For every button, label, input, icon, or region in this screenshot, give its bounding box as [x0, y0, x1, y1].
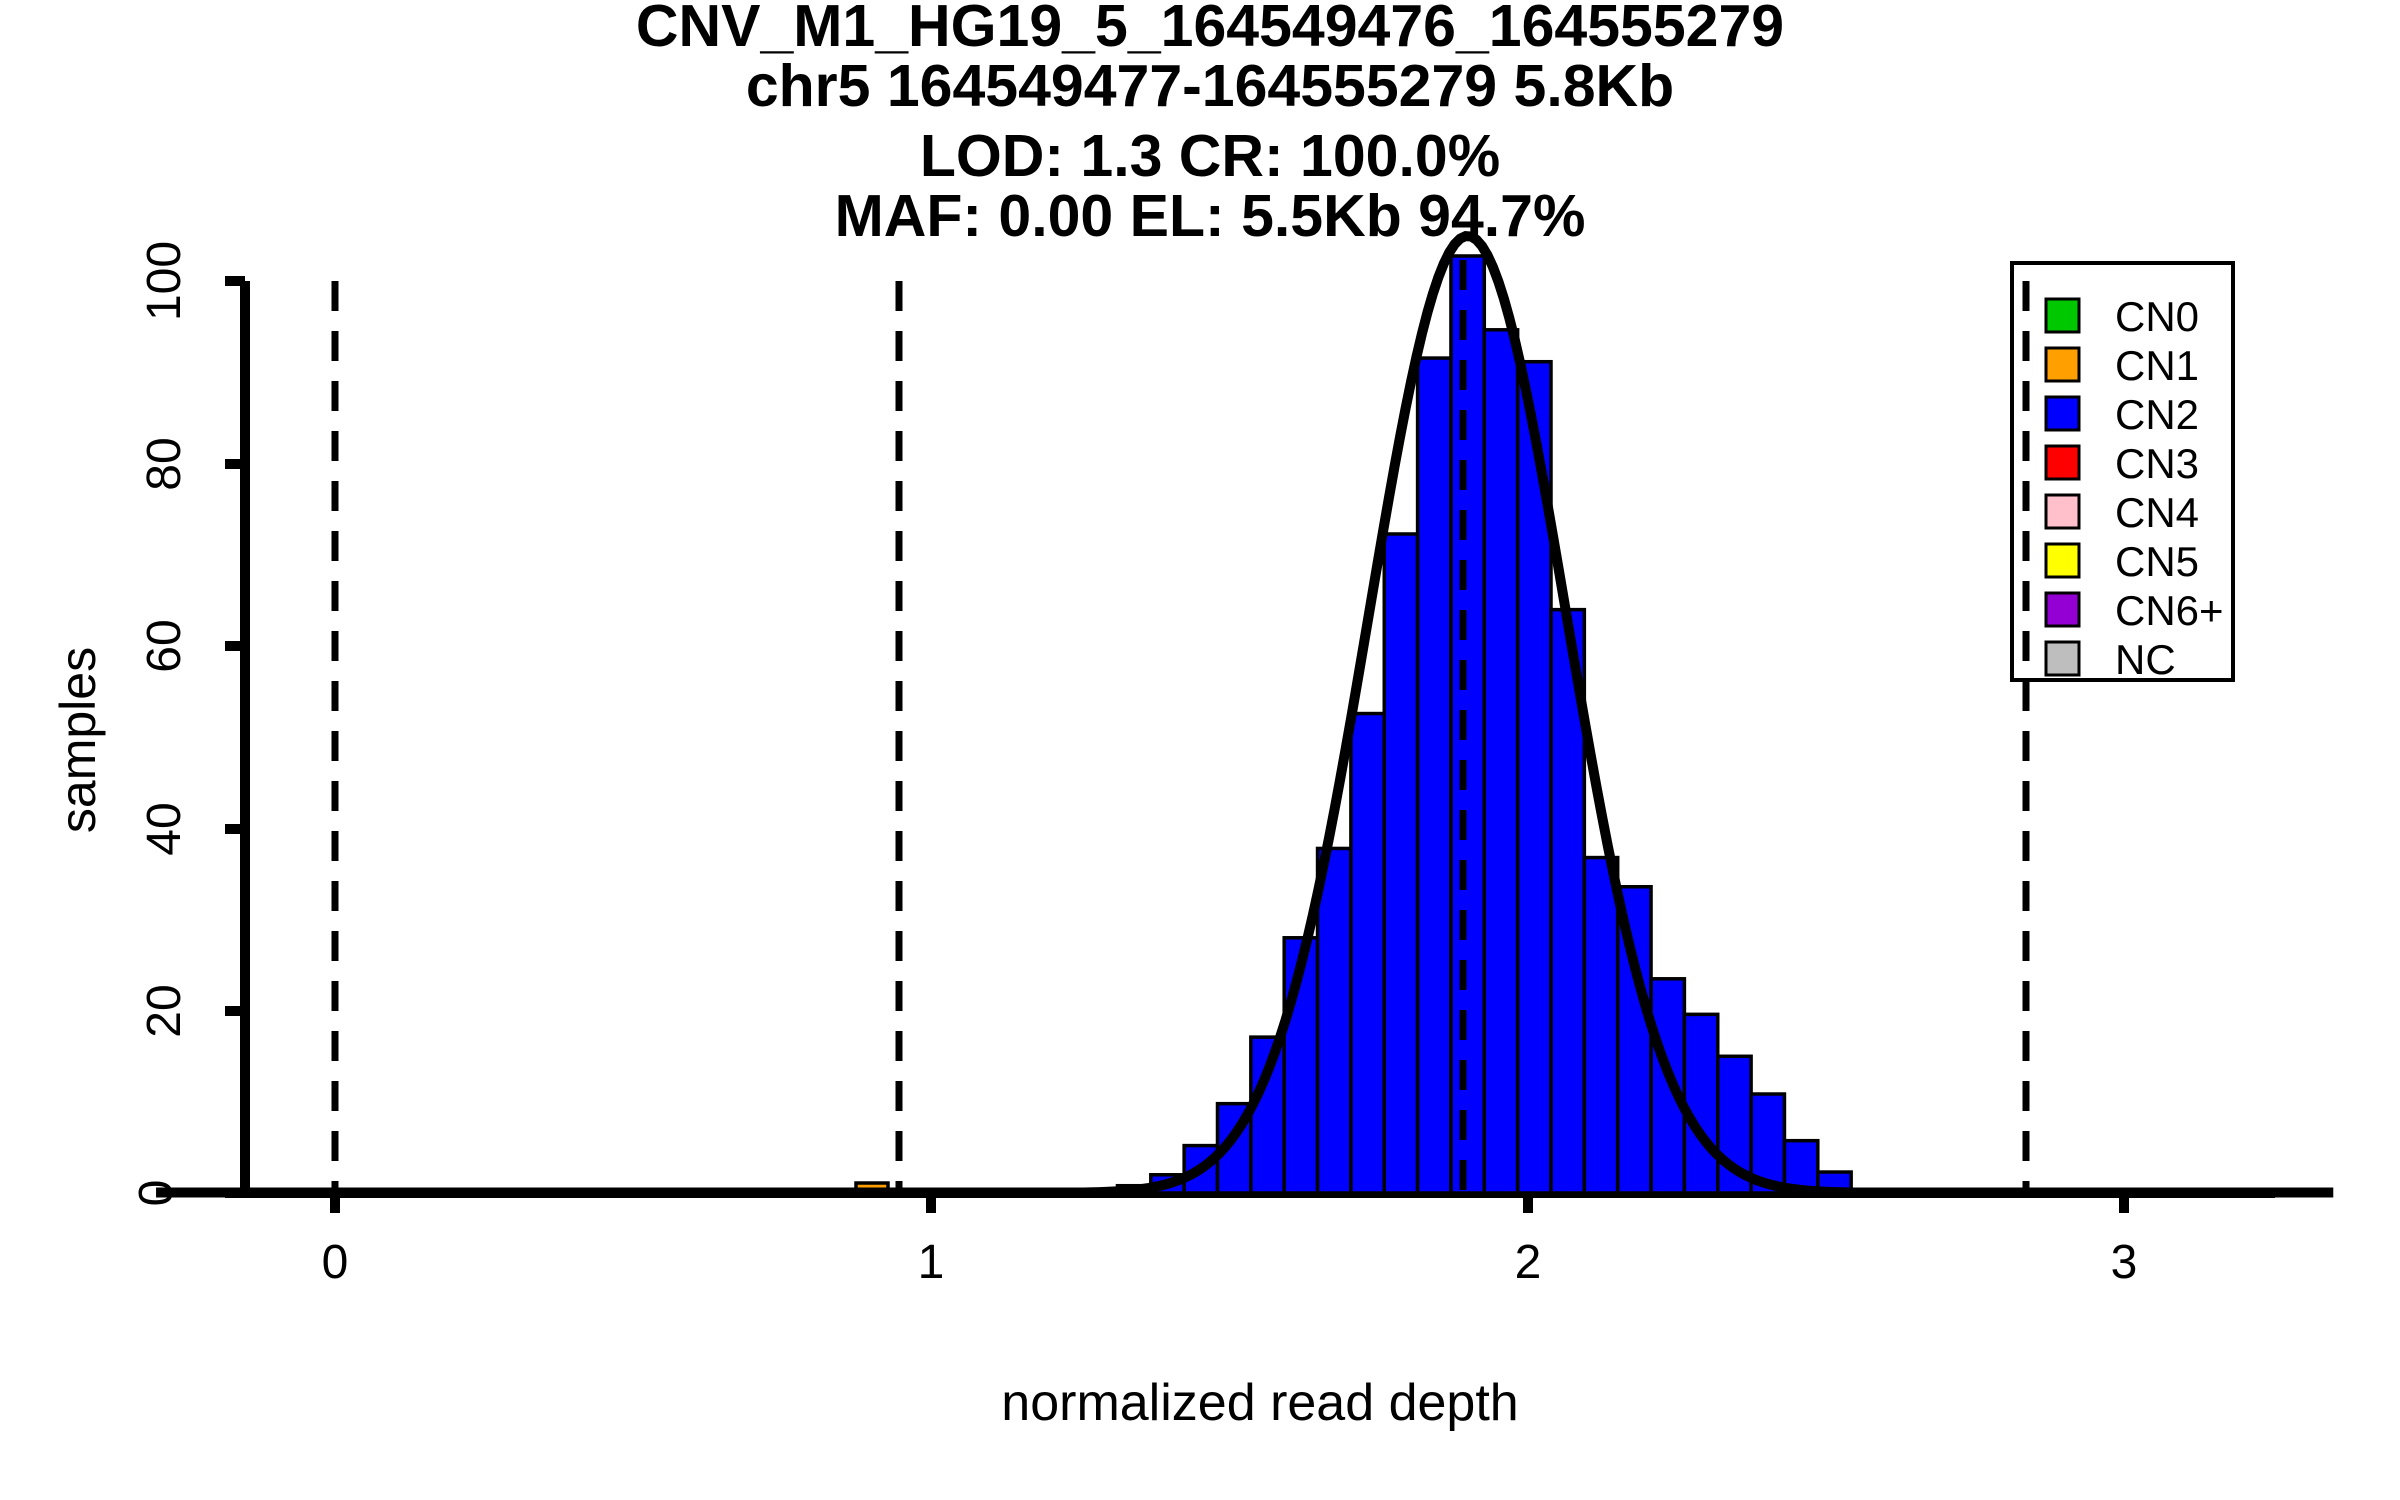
svg-text:100: 100 — [138, 241, 191, 321]
svg-text:0: 0 — [322, 1236, 349, 1289]
svg-text:CN6+: CN6+ — [2115, 587, 2224, 634]
svg-text:normalized read depth: normalized read depth — [1001, 1374, 1518, 1432]
svg-text:LOD: 1.3 CR: 100.0%: LOD: 1.3 CR: 100.0% — [920, 123, 1500, 189]
svg-text:CN2: CN2 — [2115, 391, 2199, 438]
svg-text:CN5: CN5 — [2115, 538, 2199, 585]
svg-text:60: 60 — [138, 619, 191, 672]
svg-text:CN1: CN1 — [2115, 342, 2199, 389]
svg-text:1: 1 — [918, 1236, 945, 1289]
svg-text:3: 3 — [2111, 1236, 2138, 1289]
svg-text:NC: NC — [2115, 636, 2176, 683]
svg-text:2: 2 — [1515, 1236, 1542, 1289]
svg-text:80: 80 — [138, 437, 191, 490]
svg-text:samples: samples — [50, 647, 106, 833]
svg-text:chr5 164549477-164555279 5.8Kb: chr5 164549477-164555279 5.8Kb — [746, 53, 1674, 119]
svg-text:40: 40 — [138, 802, 191, 855]
svg-text:CN4: CN4 — [2115, 489, 2199, 536]
svg-text:CN3: CN3 — [2115, 440, 2199, 487]
svg-text:20: 20 — [138, 984, 191, 1037]
svg-text:CN0: CN0 — [2115, 293, 2199, 340]
svg-text:CNV_M1_HG19_5_164549476_164555: CNV_M1_HG19_5_164549476_164555279 — [636, 0, 1784, 59]
